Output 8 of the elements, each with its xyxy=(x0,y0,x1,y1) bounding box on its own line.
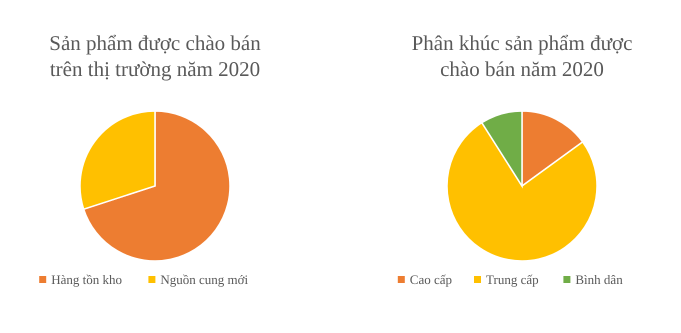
legend-label: Hàng tồn kho xyxy=(51,272,122,287)
legend-label: Cao cấp xyxy=(410,272,452,287)
legend-label: Trung cấp xyxy=(486,272,539,287)
legend-label: Bình dân xyxy=(575,272,624,287)
chart-title: Phân khúc sản phẩm được chào bán năm 2020 xyxy=(412,31,632,81)
pie-slice xyxy=(82,110,231,262)
legend-label: Nguồn cung mới xyxy=(160,272,249,287)
chart-title: Sản phẩm được chào bán trên thị trường năm 2020 xyxy=(49,31,262,81)
